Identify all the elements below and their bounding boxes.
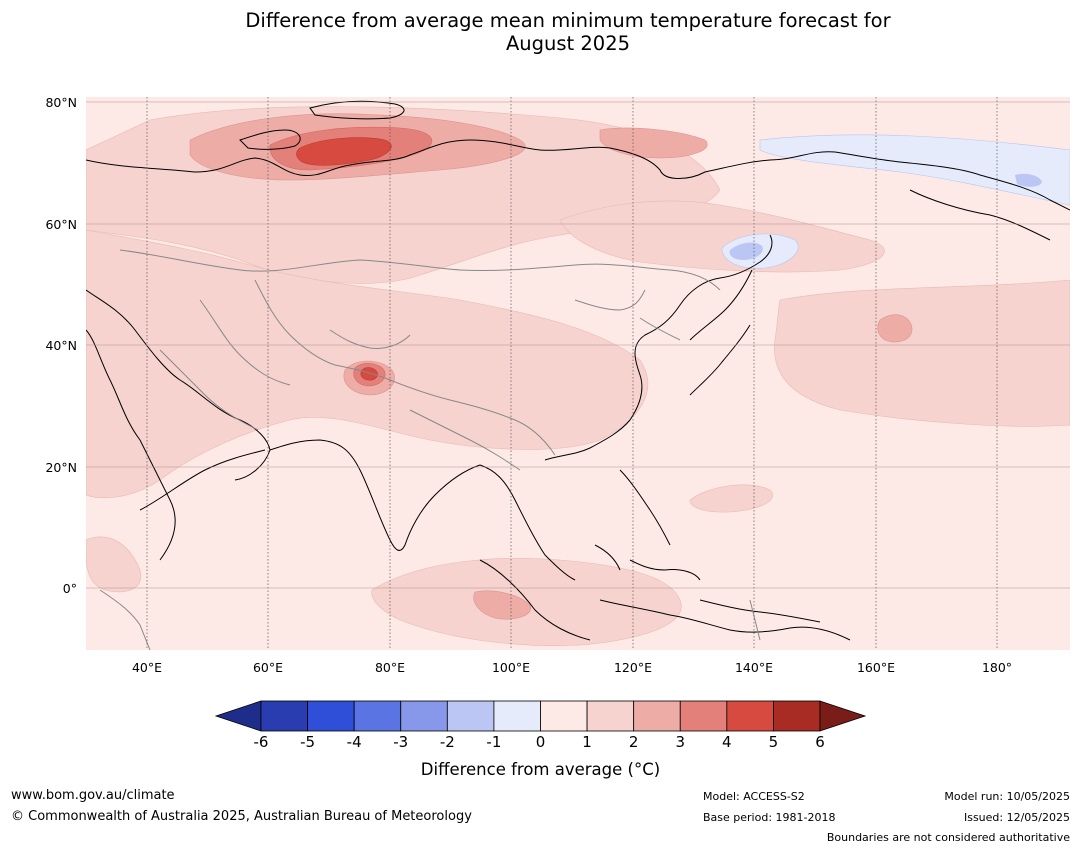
colorbar-cell — [540, 700, 588, 732]
coastlines — [86, 100, 1070, 641]
footer-issued: Issued: 12/05/2025 — [963, 811, 1070, 824]
colorbar-tick-label: 0 — [535, 733, 546, 751]
colorbar-tick-label: -1 — [486, 733, 502, 751]
lat-label-60n: 60°N — [45, 217, 77, 232]
colorbar-tick-label: -4 — [346, 733, 362, 751]
footer-model-run: Model run: 10/05/2025 — [944, 790, 1070, 803]
forecast-map — [86, 97, 1070, 650]
lon-label-120e: 120°E — [613, 660, 652, 675]
country-borders — [99, 249, 761, 650]
graticule-meridians — [146, 97, 998, 650]
anomaly-band-neg-2-1 — [729, 173, 1042, 260]
colorbar-tick-label: 2 — [628, 733, 639, 751]
footer-base-period: Base period: 1981-2018 — [703, 811, 836, 824]
colorbar-cell — [586, 700, 635, 732]
lat-label-80n: 80°N — [45, 95, 77, 110]
anomaly-band-4-5 — [296, 137, 392, 381]
colorbar-cell — [773, 700, 821, 732]
colorbar-cell — [679, 700, 728, 732]
colorbar-cell — [353, 700, 402, 732]
lat-label-0: 0° — [62, 581, 77, 596]
footer-model: Model: ACCESS-S2 — [703, 790, 805, 803]
colorbar-cells — [214, 700, 867, 732]
colorbar-tick-label: -6 — [253, 733, 269, 751]
lat-label-20n: 20°N — [45, 460, 77, 475]
lon-label-40e: 40°E — [131, 660, 163, 675]
colorbar-tick-label: -5 — [300, 733, 316, 751]
colorbar-cell — [307, 700, 355, 732]
footer-website: www.bom.gov.au/climate — [11, 788, 175, 803]
lon-label-180: 180° — [981, 660, 1013, 675]
graticule-parallels — [86, 101, 1070, 589]
colorbar-tick-label: 1 — [582, 733, 592, 751]
colorbar-label: Difference from average (°C) — [420, 760, 661, 779]
lon-label-100e: 100°E — [491, 660, 530, 675]
colorbar-cell — [726, 700, 774, 732]
lon-label-60e: 60°E — [252, 660, 284, 675]
footer-copyright: © Commonwealth of Australia 2025, Austra… — [11, 809, 472, 824]
colorbar-cell — [400, 700, 448, 732]
colorbar-tick-label: 5 — [768, 733, 779, 751]
colorbar-extend-high — [819, 700, 867, 732]
title-line-2: August 2025 — [505, 32, 631, 55]
colorbar-tick-label: -2 — [439, 733, 455, 751]
colorbar-tick-label: -3 — [393, 733, 409, 751]
lon-label-140e: 140°E — [734, 660, 773, 675]
colorbar-cell — [633, 700, 681, 732]
colorbar-cell — [446, 700, 495, 732]
colorbar-tick-label: 6 — [815, 733, 825, 751]
colorbar-tick-label: 4 — [722, 733, 732, 751]
chart-title: Difference from average mean minimum tem… — [0, 9, 1081, 55]
lon-label-80e: 80°E — [374, 660, 406, 675]
colorbar-cell — [260, 700, 308, 732]
colorbar-extend-low — [214, 700, 262, 732]
lat-label-40n: 40°N — [45, 338, 77, 353]
footer-boundaries-note: Boundaries are not considered authoritat… — [826, 831, 1070, 844]
colorbar-tick-label: 3 — [675, 733, 686, 751]
lon-label-160e: 160°E — [856, 660, 895, 675]
colorbar-cell — [493, 700, 541, 732]
title-line-1: Difference from average mean minimum tem… — [245, 9, 891, 32]
